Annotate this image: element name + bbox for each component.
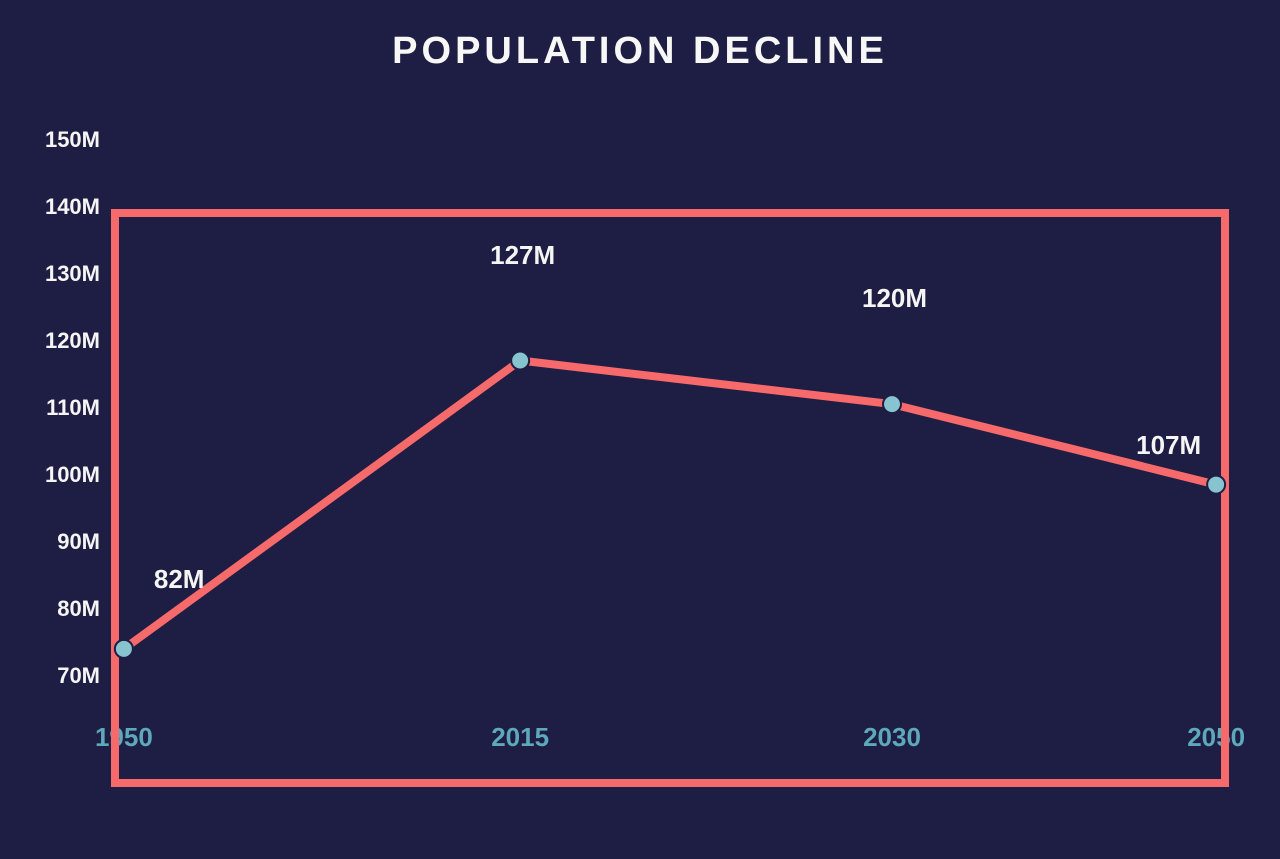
plot-border bbox=[115, 213, 1225, 783]
data-point bbox=[883, 395, 901, 413]
point-label: 120M bbox=[862, 283, 927, 314]
line-chart bbox=[0, 73, 1280, 859]
data-point bbox=[115, 640, 133, 658]
data-point bbox=[1207, 476, 1225, 494]
point-label: 82M bbox=[154, 564, 205, 595]
point-label: 127M bbox=[490, 240, 555, 271]
series-line bbox=[124, 361, 1216, 649]
point-label: 107M bbox=[1136, 430, 1201, 461]
data-point bbox=[511, 352, 529, 370]
chart-title: POPULATION DECLINE bbox=[0, 30, 1280, 73]
